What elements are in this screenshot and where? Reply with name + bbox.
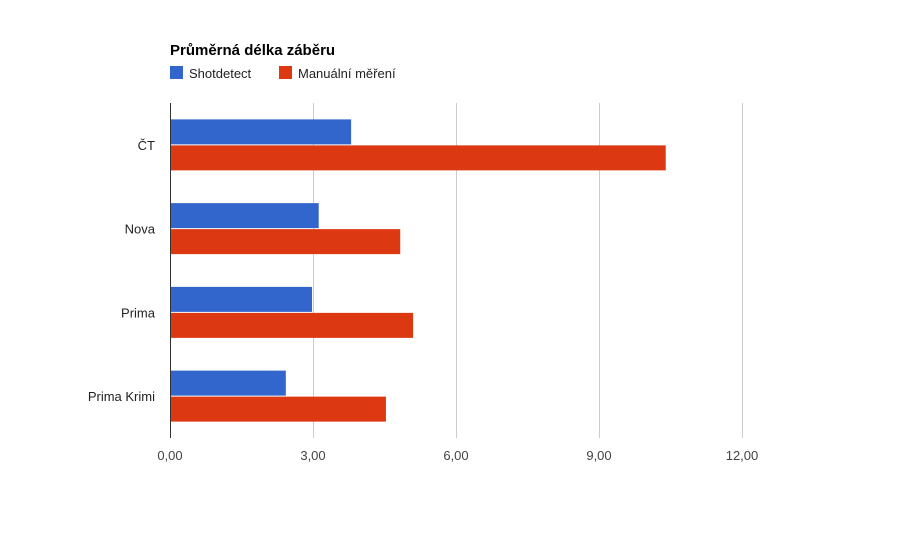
bar-manual	[171, 312, 414, 338]
legend-swatch-shotdetect	[170, 66, 183, 79]
x-tick-label: 0,00	[157, 448, 182, 463]
x-tick-label: 6,00	[443, 448, 468, 463]
legend-swatch-manual	[279, 66, 292, 79]
bar-manual	[171, 145, 666, 171]
category-label: ČT	[138, 138, 155, 153]
legend: Shotdetect Manuální měření	[170, 66, 396, 81]
x-axis-ticks: 0,00 3,00 6,00 9,00 12,00	[157, 448, 758, 463]
bar-shotdetect	[171, 119, 352, 145]
x-tick-label: 12,00	[726, 448, 759, 463]
bar-shotdetect	[171, 370, 286, 396]
bar-shotdetect	[171, 203, 319, 229]
x-tick-label: 3,00	[300, 448, 325, 463]
category-label: Prima	[121, 305, 156, 320]
legend-label-manual: Manuální měření	[298, 66, 396, 81]
category-labels: ČT Nova Prima Prima Krimi	[88, 138, 156, 404]
x-tick-label: 9,00	[586, 448, 611, 463]
category-label: Nova	[125, 222, 156, 237]
legend-label-shotdetect: Shotdetect	[189, 66, 252, 81]
bar-manual	[171, 229, 401, 255]
chart-title: Průměrná délka záběru	[170, 42, 335, 59]
bar-shotdetect	[171, 286, 313, 312]
category-label: Prima Krimi	[88, 389, 155, 404]
bar-manual	[171, 396, 386, 422]
bars	[171, 119, 666, 422]
